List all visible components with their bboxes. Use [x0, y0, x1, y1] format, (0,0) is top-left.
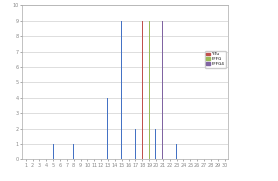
Bar: [142, 21, 143, 159]
Bar: [53, 144, 54, 159]
Bar: [107, 98, 108, 159]
Bar: [142, 113, 143, 159]
Bar: [148, 21, 150, 159]
Legend: YiTu, FFFG, FFFG4: YiTu, FFFG, FFFG4: [205, 51, 226, 68]
Bar: [148, 129, 150, 159]
Bar: [73, 144, 74, 159]
Bar: [155, 129, 157, 159]
Bar: [121, 21, 122, 159]
Bar: [176, 144, 177, 159]
Bar: [162, 144, 163, 159]
Bar: [162, 21, 163, 159]
Bar: [135, 129, 136, 159]
